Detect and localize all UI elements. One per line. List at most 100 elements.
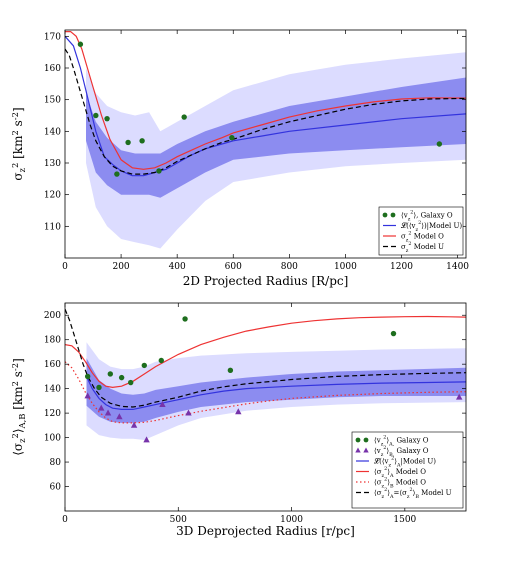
y-tick-label: 60 — [50, 483, 62, 493]
x-tick-label: 500 — [170, 515, 187, 525]
data-point — [107, 371, 114, 377]
y-tick-label: 180 — [44, 336, 61, 346]
chart-panel-1: 0 200 400 600 800 1000 1200 1400 110 120 130 140 150… — [10, 29, 469, 288]
legend-label: σz2 Model O — [401, 231, 444, 244]
y-tick-label: 130 — [44, 159, 61, 169]
plot-area — [65, 308, 466, 443]
series-line-4 — [65, 48, 466, 175]
data-point — [118, 374, 125, 381]
legend-marker — [363, 447, 369, 453]
y-tick-label: 120 — [44, 191, 61, 201]
y-tick-label: 120 — [44, 409, 61, 419]
plot-frame — [64, 29, 467, 259]
legend-frame — [351, 431, 464, 509]
legend-item: ⟨σz2⟩A=⟨σz2⟩B Model U — [356, 487, 452, 500]
y-tick-label: 160 — [44, 360, 61, 370]
data-point — [456, 393, 463, 400]
plot-frame — [64, 302, 467, 512]
legend-label: ⟨σz2⟩A=⟨σz2⟩B Model U — [374, 487, 452, 500]
confidence-band-2 — [86, 358, 466, 423]
x-tick-label: 800 — [281, 262, 298, 272]
legend: ⟨vz2⟩, Galaxy O𝓛(⟨vz2⟩)|Model U)σz2 Mode… — [378, 206, 464, 256]
data-point — [116, 413, 123, 420]
data-point — [104, 409, 112, 416]
x-tick-label: 1400 — [446, 262, 469, 272]
y-tick-label: 80 — [50, 458, 62, 468]
legend-item: σz2 Model U — [383, 241, 444, 254]
data-point — [96, 384, 102, 391]
data-point — [77, 41, 84, 47]
data-point — [235, 408, 242, 415]
legend-item: ⟨vz2⟩, Galaxy O — [382, 210, 453, 223]
data-point — [158, 357, 164, 364]
series-line-3 — [85, 376, 466, 410]
data-point — [181, 114, 187, 120]
y-tick-label: 110 — [44, 222, 61, 232]
x-tick-label: 0 — [62, 515, 68, 525]
data-point — [139, 138, 145, 144]
data-point — [130, 421, 138, 428]
legend-item: 𝓛(⟨vz2⟩A|Model U) — [356, 456, 436, 469]
legend-label: ⟨σz2⟩A Model O — [374, 466, 426, 479]
data-point — [143, 436, 150, 443]
data-point — [98, 404, 105, 411]
x-tick-label: 200 — [112, 262, 129, 272]
legend-label: σz2 Model U — [401, 241, 444, 254]
legend-marker — [355, 447, 361, 453]
legend-item: σz2 Model O — [383, 231, 444, 244]
data-point — [104, 115, 110, 122]
legend-item: 𝓛(⟨vz2⟩)|Model U) — [383, 220, 462, 233]
y-tick-label: 160 — [44, 64, 61, 74]
data-point — [390, 330, 397, 337]
legend-marker — [390, 212, 396, 218]
legend-label: 𝓛(⟨vz2⟩)|Model U) — [401, 220, 462, 233]
y-tick-label: 170 — [44, 32, 61, 42]
data-point — [156, 168, 162, 174]
x-axis-label: 2D Projected Radius [R/pc] — [183, 274, 349, 288]
series-line-6 — [65, 308, 466, 408]
y-tick-label: 200 — [44, 311, 61, 321]
legend-item: ⟨vz2⟩A, Galaxy O — [355, 435, 429, 448]
chart-panel-2: 0 500 1000 1500 60 80 100 120 140 160 180 200 3D Dep… — [10, 302, 467, 538]
legend-label: ⟨vz2⟩, Galaxy O — [401, 210, 453, 223]
y-axis-label: σz2 [km2 s-2] — [10, 107, 27, 180]
data-point — [84, 392, 91, 399]
y-tick-label: 140 — [44, 385, 61, 395]
legend-label: ⟨vz2⟩B, Galaxy O — [374, 445, 429, 458]
data-point — [185, 409, 192, 416]
y-tick-label: 150 — [44, 96, 61, 106]
legend-label: ⟨vz2⟩A, Galaxy O — [374, 435, 429, 448]
data-point — [84, 373, 91, 380]
data-point — [141, 362, 147, 369]
x-tick-label: 400 — [169, 262, 186, 272]
legend-item: ⟨σz2⟩A Model O — [356, 466, 426, 479]
legend-item: ⟨vz2⟩B, Galaxy O — [355, 445, 429, 458]
legend-marker — [363, 437, 369, 443]
legend-label: 𝓛(⟨vz2⟩A|Model U) — [374, 456, 436, 469]
data-point — [159, 400, 166, 407]
x-tick-label: 1000 — [334, 262, 357, 272]
legend-marker — [382, 212, 388, 218]
data-point — [227, 367, 234, 373]
x-tick-label: 1000 — [280, 515, 303, 525]
data-point — [128, 379, 134, 386]
series-line-5 — [65, 361, 466, 424]
legend-marker — [355, 437, 361, 443]
plot-area — [65, 31, 466, 249]
x-tick-label: 1500 — [393, 515, 416, 525]
data-point — [436, 141, 443, 147]
y-axis-label: ⟨σz2⟩A,B [km2 s-2] — [10, 358, 27, 456]
series-line-4 — [65, 315, 466, 389]
data-point — [114, 171, 120, 177]
data-point — [93, 112, 99, 119]
legend-item: ⟨σz2⟩B Model O — [356, 477, 426, 490]
data-point — [229, 134, 235, 141]
y-tick-label: 140 — [44, 127, 61, 137]
confidence-band-2 — [86, 77, 466, 198]
x-tick-label: 0 — [62, 262, 68, 272]
legend-label: ⟨σz2⟩B Model O — [374, 477, 426, 490]
series-line-3 — [65, 31, 466, 170]
x-tick-label: 600 — [225, 262, 242, 272]
data-point — [125, 139, 131, 146]
